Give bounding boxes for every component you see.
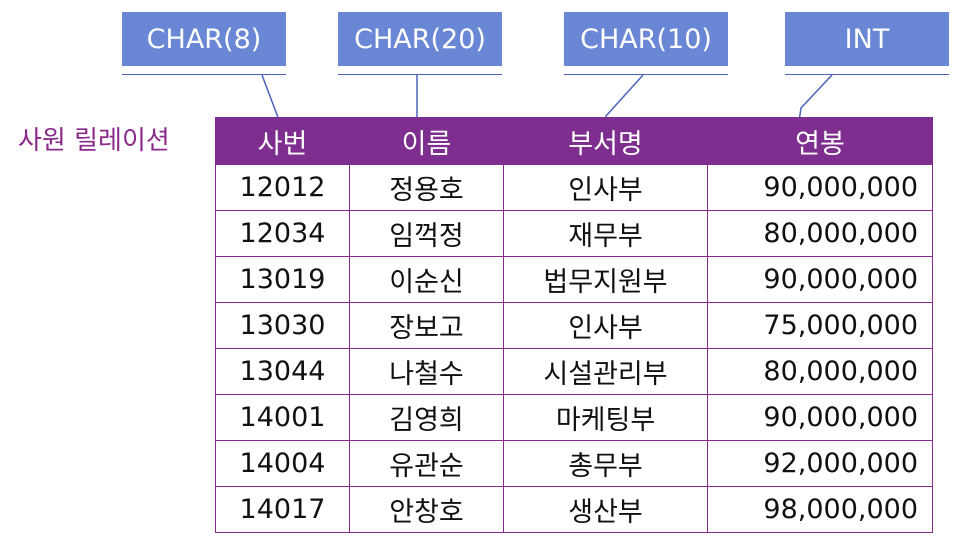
cell-salary: 80,000,000	[707, 210, 933, 257]
cell-id: 13044	[215, 348, 350, 395]
table-row: 12012 정용호 인사부 90,000,000	[215, 164, 933, 211]
cell-id: 13030	[215, 302, 350, 349]
cell-salary: 98,000,000	[707, 486, 933, 533]
cell-name: 이순신	[349, 256, 504, 303]
header-row: 사번 이름 부서명 연봉	[215, 117, 933, 165]
cell-salary: 92,000,000	[707, 440, 933, 487]
cell-dept: 마케팅부	[503, 394, 708, 441]
cell-dept: 시설관리부	[503, 348, 708, 395]
table-row: 13019 이순신 법무지원부 90,000,000	[215, 256, 933, 303]
cell-dept: 인사부	[503, 164, 708, 211]
relation-table: 사번 이름 부서명 연봉 12012 정용호 인사부 90,000,000 12…	[215, 117, 933, 533]
table-row: 14001 김영희 마케팅부 90,000,000	[215, 394, 933, 441]
column-header-name: 이름	[349, 117, 504, 165]
cell-dept: 생산부	[503, 486, 708, 533]
table-row: 12034 임꺽정 재무부 80,000,000	[215, 210, 933, 257]
column-header-salary: 연봉	[707, 117, 933, 165]
cell-dept: 총무부	[503, 440, 708, 487]
type-box-char10: CHAR(10)	[564, 12, 728, 66]
cell-salary: 90,000,000	[707, 256, 933, 303]
relation-name: 사원 릴레이션	[18, 126, 170, 156]
column-header-dept: 부서명	[503, 117, 708, 165]
cell-id: 14017	[215, 486, 350, 533]
type-underline-4	[785, 74, 949, 75]
cell-dept: 법무지원부	[503, 256, 708, 303]
cell-salary: 90,000,000	[707, 164, 933, 211]
type-box-char20: CHAR(20)	[338, 12, 502, 66]
cell-name: 유관순	[349, 440, 504, 487]
cell-name: 임꺽정	[349, 210, 504, 257]
cell-dept: 재무부	[503, 210, 708, 257]
cell-salary: 90,000,000	[707, 394, 933, 441]
table-row: 13044 나철수 시설관리부 80,000,000	[215, 348, 933, 395]
cell-id: 12012	[215, 164, 350, 211]
cell-salary: 75,000,000	[707, 302, 933, 349]
cell-name: 나철수	[349, 348, 504, 395]
cell-salary: 80,000,000	[707, 348, 933, 395]
cell-dept: 인사부	[503, 302, 708, 349]
type-underline-1	[122, 74, 286, 75]
cell-id: 12034	[215, 210, 350, 257]
type-underline-3	[564, 74, 728, 75]
type-box-char8: CHAR(8)	[122, 12, 286, 66]
cell-name: 김영희	[349, 394, 504, 441]
cell-id: 14001	[215, 394, 350, 441]
table-row: 14004 유관순 총무부 92,000,000	[215, 440, 933, 487]
column-header-id: 사번	[215, 117, 350, 165]
cell-name: 장보고	[349, 302, 504, 349]
cell-name: 안창호	[349, 486, 504, 533]
table-row: 13030 장보고 인사부 75,000,000	[215, 302, 933, 349]
table-row: 14017 안창호 생산부 98,000,000	[215, 486, 933, 533]
cell-id: 13019	[215, 256, 350, 303]
cell-id: 14004	[215, 440, 350, 487]
type-underline-2	[338, 74, 502, 75]
cell-name: 정용호	[349, 164, 504, 211]
type-box-int: INT	[785, 12, 949, 66]
